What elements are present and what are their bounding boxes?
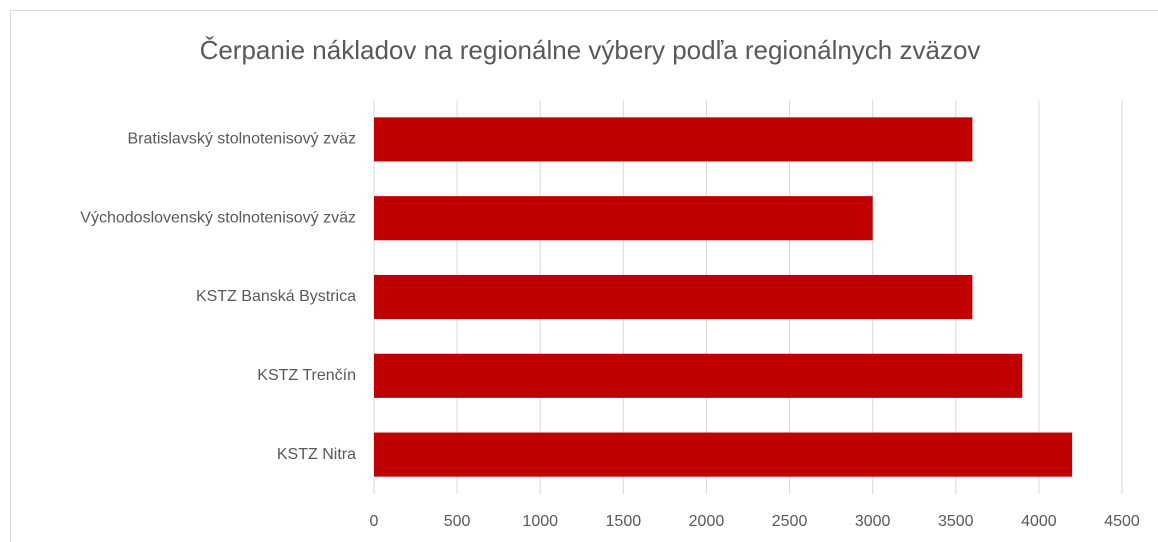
x-tick-label: 2500 <box>772 513 808 530</box>
x-tick-label: 2000 <box>689 513 725 530</box>
x-tick-label: 4500 <box>1104 513 1140 530</box>
x-tick-label: 1500 <box>606 513 642 530</box>
x-tick-label: 0 <box>370 513 379 530</box>
y-tick-label: KSTZ Trenčín <box>257 367 356 384</box>
chart-title: Čerpanie nákladov na regionálne výbery p… <box>200 35 981 65</box>
y-tick-label: KSTZ Banská Bystrica <box>196 288 356 305</box>
bar <box>374 432 1073 477</box>
bar <box>374 117 973 162</box>
x-tick-label: 3500 <box>938 513 974 530</box>
x-tick-label: 1000 <box>522 513 558 530</box>
x-tick-label: 4000 <box>1021 513 1057 530</box>
y-tick-label: Východoslovenský stolnotenisový zväz <box>80 209 356 226</box>
bar <box>374 274 973 320</box>
x-tick-label: 500 <box>444 513 471 530</box>
y-tick-label: KSTZ Nitra <box>277 446 356 463</box>
chart-frame <box>10 10 1158 542</box>
bar <box>374 196 873 241</box>
bar <box>374 353 1023 398</box>
y-tick-label: Bratislavský stolnotenisový zväz <box>127 131 356 148</box>
x-tick-label: 3000 <box>855 513 891 530</box>
